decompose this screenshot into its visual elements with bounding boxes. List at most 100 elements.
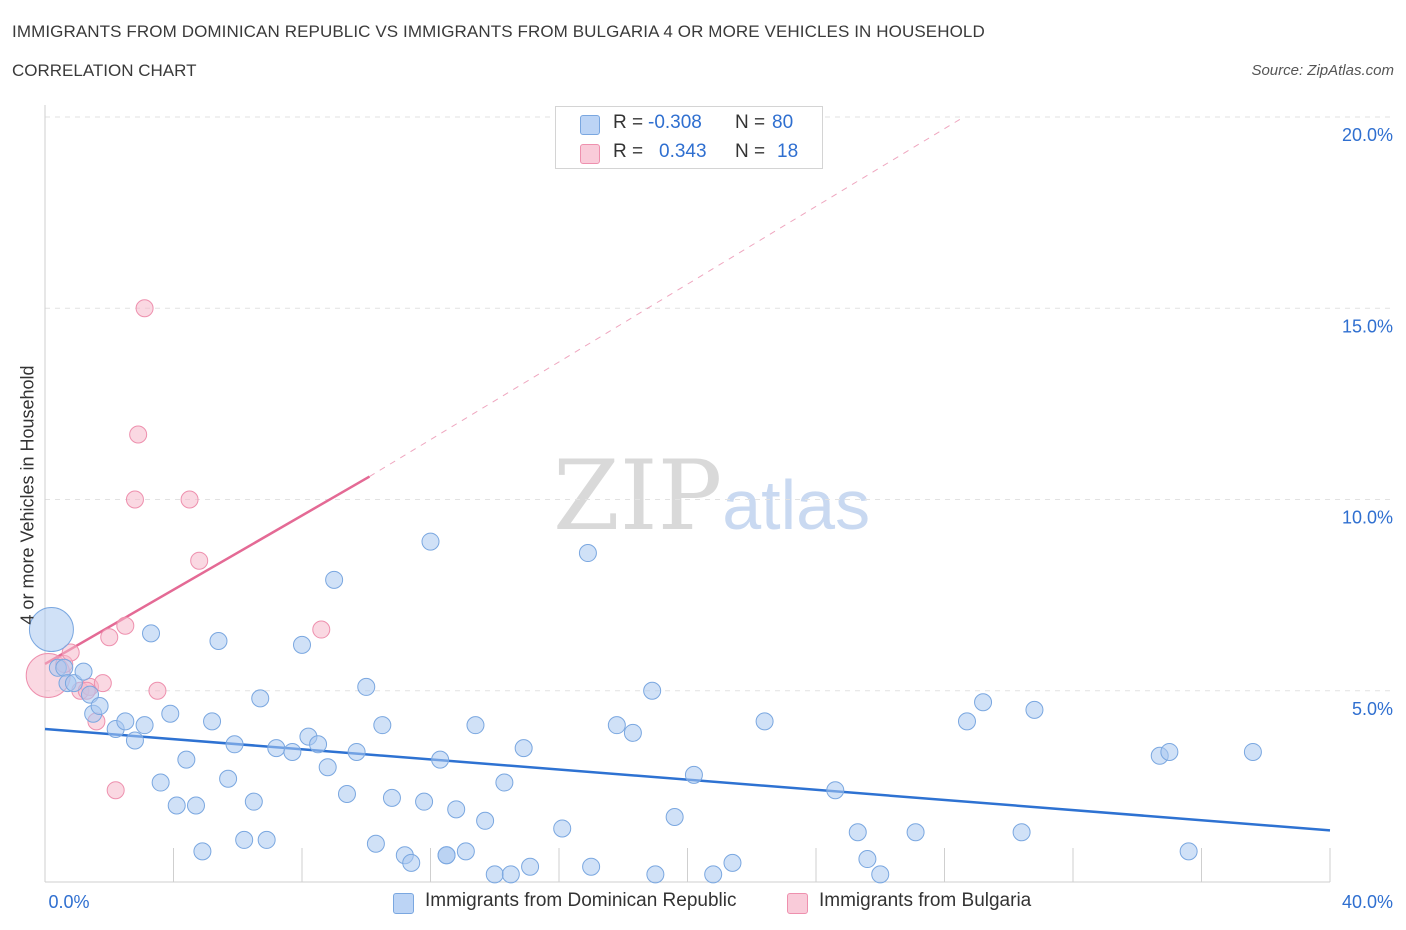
trend-lines (44, 116, 1331, 832)
dominican-point (125, 731, 144, 750)
dominican-point (203, 712, 222, 731)
legend-r-value: -0.308 (648, 112, 702, 133)
dominican-point (219, 769, 238, 788)
dominican-point (64, 674, 83, 693)
dominican-point (251, 689, 270, 708)
watermark: ZIPatlas (553, 440, 870, 552)
dominican-point (466, 716, 485, 735)
watermark-atlas: atlas (722, 466, 871, 544)
bottom-legend-swatch-pink (787, 893, 808, 914)
bulgaria-point (106, 781, 125, 800)
dominican-point (826, 781, 845, 800)
legend-r-value: 0.343 (659, 141, 707, 162)
dominican-point (209, 632, 228, 651)
dominican-point (476, 811, 495, 830)
data-points (25, 299, 1262, 884)
dominican-point (1160, 742, 1179, 761)
dominican-point (437, 846, 456, 865)
axes (44, 105, 1331, 883)
dominican-point (28, 607, 74, 653)
source-label: Source: ZipAtlas.com (1251, 62, 1394, 79)
chart-subtitle: CORRELATION CHART (12, 61, 197, 80)
dominican-point (373, 716, 392, 735)
dominican-point (646, 865, 665, 884)
y-tick-label: 20.0% (1342, 125, 1393, 145)
dominican-point (402, 853, 421, 872)
dominican-point (421, 532, 440, 551)
dominican-point (167, 796, 186, 815)
dominican-point (858, 850, 877, 869)
dominican-point (582, 857, 601, 876)
legend-r-label: R = (613, 112, 644, 133)
legend-row-bulgaria: R = 0.343 N = 18 (556, 140, 822, 166)
legend-swatch-blue (580, 115, 600, 135)
dominican-point (55, 658, 74, 677)
dominican-point (325, 570, 344, 589)
dominican-point (1012, 823, 1031, 842)
dominican-point (257, 830, 276, 849)
dominican-point (225, 735, 244, 754)
dominican-point (309, 735, 328, 754)
dominican-point (974, 693, 993, 712)
dominican-point (723, 853, 742, 872)
x-tick-label: 0.0% (48, 892, 89, 912)
dominican-point (382, 788, 401, 807)
bulgaria-trend-extension (369, 116, 965, 477)
dominican-point (906, 823, 925, 842)
dominican-point (337, 785, 356, 804)
dominican-point (684, 765, 703, 784)
y-tick-label: 10.0% (1342, 508, 1393, 528)
dominican-point (1179, 842, 1198, 861)
bottom-legend-label: Immigrants from Dominican Republic (425, 890, 737, 911)
dominican-point (521, 857, 540, 876)
dominican-point (848, 823, 867, 842)
dominican-point (267, 739, 286, 758)
dominican-point (135, 716, 154, 735)
stats-legend: R = -0.308 N = 80 R = 0.343 N = 18 (555, 106, 823, 169)
legend-row-dominican: R = -0.308 N = 80 (556, 111, 822, 137)
dominican-point (1243, 742, 1262, 761)
dominican-point (1025, 700, 1044, 719)
tick-labels: 5.0% 10.0% 15.0% 20.0% 0.0% 40.0% (48, 125, 1393, 912)
dominican-point (456, 842, 475, 861)
dominican-point (643, 681, 662, 700)
bulgaria-point (129, 425, 148, 444)
dominican-point (501, 865, 520, 884)
dominican-point (485, 865, 504, 884)
bulgaria-point (180, 490, 199, 509)
dominican-point (665, 807, 684, 826)
dominican-point (553, 819, 572, 838)
dominican-point (871, 865, 890, 884)
dominican-point (514, 739, 533, 758)
dominican-point (431, 750, 450, 769)
legend-n-value: 18 (777, 141, 799, 162)
dominican-point (244, 792, 263, 811)
dominican-point (318, 758, 337, 777)
watermark-zip: ZIP (553, 440, 723, 552)
legend-n-label: N = (735, 112, 766, 133)
bulgaria-point (312, 620, 331, 639)
x-tick-label: 40.0% (1342, 892, 1393, 912)
dominican-point (704, 865, 723, 884)
bulgaria-point (61, 643, 80, 662)
dominican-point (177, 750, 196, 769)
dominican-point (623, 723, 642, 742)
dominican-point (161, 704, 180, 723)
dominican-point (495, 773, 514, 792)
dominican-point (235, 830, 254, 849)
dominican-point (347, 742, 366, 761)
dominican-point (607, 716, 626, 735)
dominican-point (74, 662, 93, 681)
bulgaria-point (116, 616, 135, 635)
bottom-legend-label: Immigrants from Bulgaria (819, 890, 1032, 911)
dominican-point (366, 834, 385, 853)
dominican-point (80, 685, 99, 704)
bulgaria-point (148, 681, 167, 700)
bulgaria-point (190, 551, 209, 570)
dominican-point (293, 635, 311, 654)
dominican-point (957, 712, 976, 731)
dominican-point (755, 712, 774, 731)
bulgaria-point (135, 299, 154, 318)
chart-title: IMMIGRANTS FROM DOMINICAN REPUBLIC VS IM… (12, 22, 985, 41)
dominican-point (283, 742, 302, 761)
